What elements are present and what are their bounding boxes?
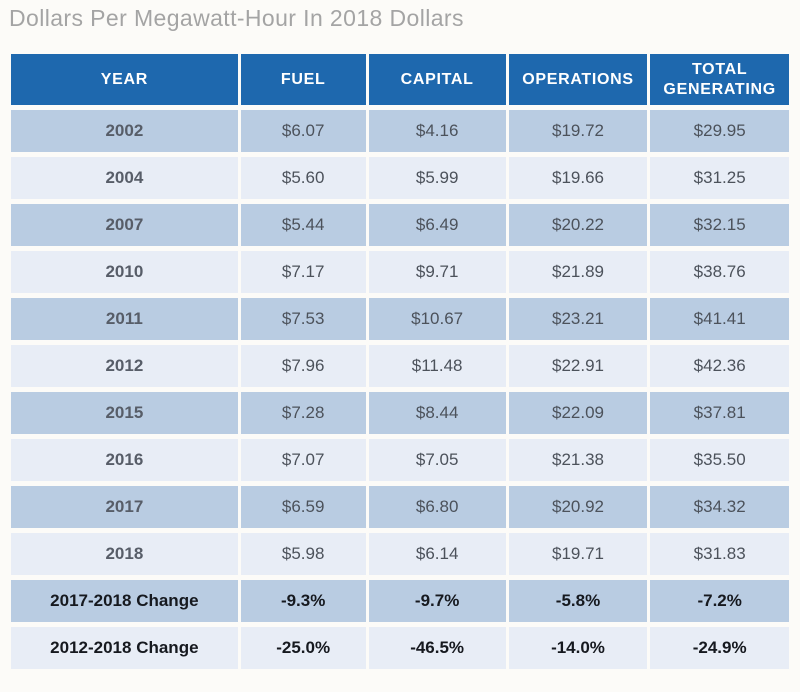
value-cell: $19.72 xyxy=(508,110,648,152)
year-cell: 2017 xyxy=(11,486,238,528)
column-header: FUEL xyxy=(240,54,366,105)
value-cell: $22.09 xyxy=(508,392,648,434)
value-cell: -25.0% xyxy=(240,627,366,669)
year-cell: 2018 xyxy=(11,533,238,575)
table-body: 2002 $6.07 $4.16 $19.72 $29.95 2004 $5.60 $5.99… xyxy=(11,110,789,669)
value-cell: -9.3% xyxy=(240,580,366,622)
table-row: 2016 $7.07 $7.05 $21.38 $35.50 xyxy=(11,439,789,481)
value-cell: -24.9% xyxy=(650,627,789,669)
table-header: YEAR FUEL CAPITAL OPERATIONS TOTAL GENERATIN… xyxy=(11,54,789,105)
year-cell: 2015 xyxy=(11,392,238,434)
cost-table: YEAR FUEL CAPITAL OPERATIONS TOTAL GENERATIN… xyxy=(8,49,792,674)
value-cell: $11.48 xyxy=(368,345,506,387)
value-cell: $21.38 xyxy=(508,439,648,481)
table-row: 2002 $6.07 $4.16 $19.72 $29.95 xyxy=(11,110,789,152)
table-row: 2015 $7.28 $8.44 $22.09 $37.81 xyxy=(11,392,789,434)
page-title: Dollars Per Megawatt-Hour In 2018 Dollar… xyxy=(9,5,464,31)
table-row: 2012 $7.96 $11.48 $22.91 $42.36 xyxy=(11,345,789,387)
value-cell: $23.21 xyxy=(508,298,648,340)
table-row: 2004 $5.60 $5.99 $19.66 $31.25 xyxy=(11,157,789,199)
year-cell: 2010 xyxy=(11,251,238,293)
value-cell: $19.66 xyxy=(508,157,648,199)
value-cell: $31.83 xyxy=(650,533,789,575)
value-cell: $7.17 xyxy=(240,251,366,293)
value-cell: $20.92 xyxy=(508,486,648,528)
value-cell: $9.71 xyxy=(368,251,506,293)
value-cell: $7.07 xyxy=(240,439,366,481)
column-header: OPERATIONS xyxy=(508,54,648,105)
column-header: TOTAL GENERATING xyxy=(650,54,789,105)
value-cell: $4.16 xyxy=(368,110,506,152)
table-row: 2011 $7.53 $10.67 $23.21 $41.41 xyxy=(11,298,789,340)
value-cell: $20.22 xyxy=(508,204,648,246)
value-cell: $29.95 xyxy=(650,110,789,152)
table-row: 2018 $5.98 $6.14 $19.71 $31.83 xyxy=(11,533,789,575)
value-cell: $42.36 xyxy=(650,345,789,387)
change-row: 2012-2018 Change -25.0% -46.5% -14.0% -24.9% xyxy=(11,627,789,669)
year-cell: 2007 xyxy=(11,204,238,246)
year-cell: 2012 xyxy=(11,345,238,387)
table-row: 2007 $5.44 $6.49 $20.22 $32.15 xyxy=(11,204,789,246)
value-cell: -46.5% xyxy=(368,627,506,669)
value-cell: $5.60 xyxy=(240,157,366,199)
value-cell: $37.81 xyxy=(650,392,789,434)
value-cell: -14.0% xyxy=(508,627,648,669)
value-cell: $6.80 xyxy=(368,486,506,528)
value-cell: $6.14 xyxy=(368,533,506,575)
value-cell: $32.15 xyxy=(650,204,789,246)
value-cell: -9.7% xyxy=(368,580,506,622)
value-cell: $5.98 xyxy=(240,533,366,575)
value-cell: $8.44 xyxy=(368,392,506,434)
value-cell: $21.89 xyxy=(508,251,648,293)
value-cell: $6.59 xyxy=(240,486,366,528)
year-cell: 2002 xyxy=(11,110,238,152)
year-cell: 2011 xyxy=(11,298,238,340)
value-cell: $7.53 xyxy=(240,298,366,340)
value-cell: $7.05 xyxy=(368,439,506,481)
header-row: YEAR FUEL CAPITAL OPERATIONS TOTAL GENERATIN… xyxy=(11,54,789,105)
column-header: YEAR xyxy=(11,54,238,105)
value-cell: $6.49 xyxy=(368,204,506,246)
value-cell: $35.50 xyxy=(650,439,789,481)
value-cell: $7.28 xyxy=(240,392,366,434)
value-cell: $5.44 xyxy=(240,204,366,246)
table-row: 2017 $6.59 $6.80 $20.92 $34.32 xyxy=(11,486,789,528)
change-row: 2017-2018 Change -9.3% -9.7% -5.8% -7.2% xyxy=(11,580,789,622)
value-cell: $41.41 xyxy=(650,298,789,340)
value-cell: $31.25 xyxy=(650,157,789,199)
value-cell: $19.71 xyxy=(508,533,648,575)
value-cell: $7.96 xyxy=(240,345,366,387)
table-row: 2010 $7.17 $9.71 $21.89 $38.76 xyxy=(11,251,789,293)
change-label-cell: 2012-2018 Change xyxy=(11,627,238,669)
value-cell: -5.8% xyxy=(508,580,648,622)
change-label-cell: 2017-2018 Change xyxy=(11,580,238,622)
value-cell: $34.32 xyxy=(650,486,789,528)
value-cell: $38.76 xyxy=(650,251,789,293)
column-header: CAPITAL xyxy=(368,54,506,105)
year-cell: 2016 xyxy=(11,439,238,481)
value-cell: $5.99 xyxy=(368,157,506,199)
page: Dollars Per Megawatt-Hour In 2018 Dollar… xyxy=(8,5,792,674)
value-cell: $6.07 xyxy=(240,110,366,152)
year-cell: 2004 xyxy=(11,157,238,199)
value-cell: -7.2% xyxy=(650,580,789,622)
value-cell: $22.91 xyxy=(508,345,648,387)
value-cell: $10.67 xyxy=(368,298,506,340)
